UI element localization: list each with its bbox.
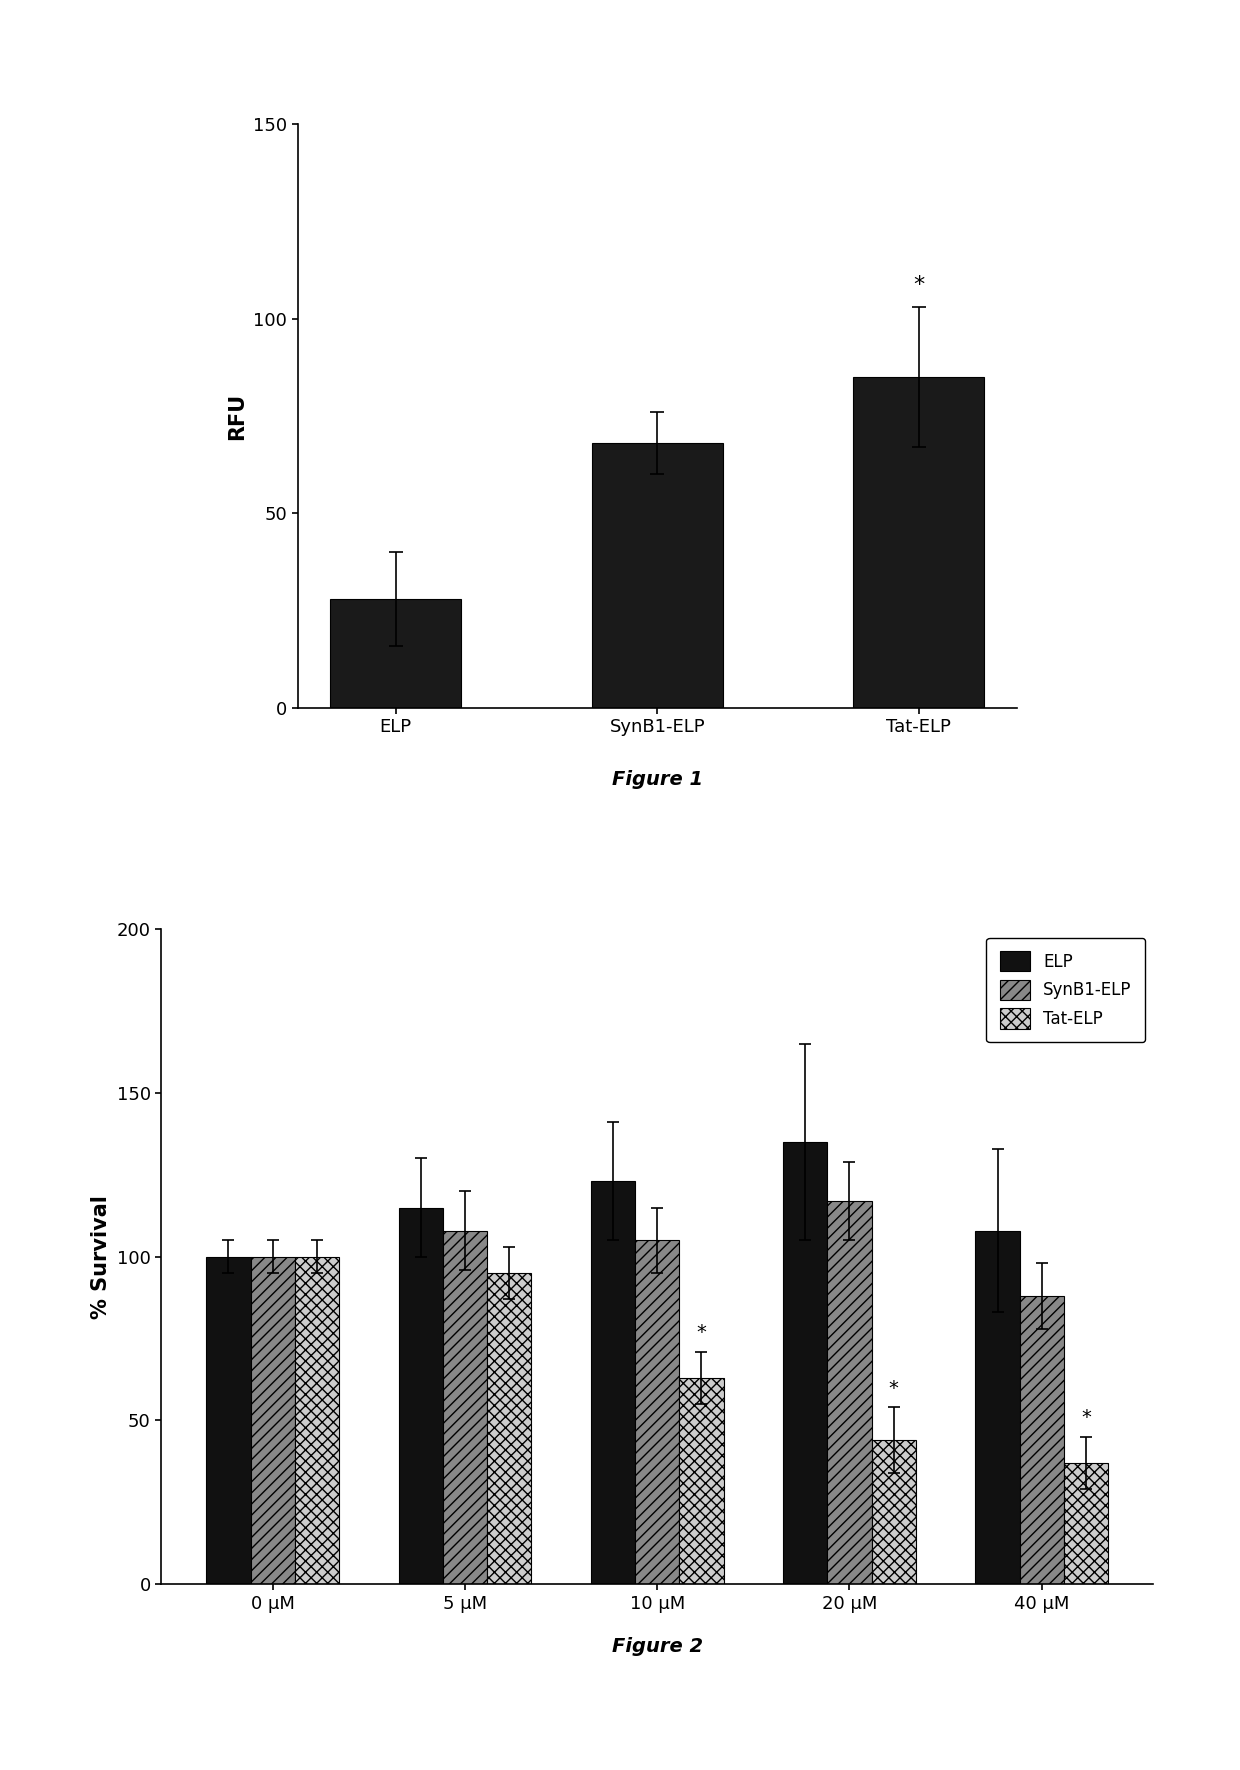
Y-axis label: % Survival: % Survival [91,1195,112,1319]
Bar [976,1230,1019,1584]
Bar [443,1230,487,1584]
Y-axis label: RFU: RFU [227,393,248,439]
Text: *: * [889,1379,899,1398]
Bar [872,1441,916,1584]
Bar [680,1377,723,1584]
Text: Figure 2: Figure 2 [611,1637,703,1657]
Bar [398,1207,443,1584]
Bar [591,1181,635,1584]
Bar [784,1142,827,1584]
Bar [591,442,723,708]
Text: *: * [697,1322,707,1342]
Text: *: * [1081,1407,1091,1427]
Bar [487,1273,531,1584]
Bar [330,598,461,708]
Bar [1019,1296,1064,1584]
Text: Figure 1: Figure 1 [611,770,703,789]
Bar [827,1202,872,1584]
Text: *: * [913,276,924,296]
Bar [206,1257,250,1584]
Bar [250,1257,295,1584]
Legend: ELP, SynB1-ELP, Tat-ELP: ELP, SynB1-ELP, Tat-ELP [986,938,1145,1043]
Bar [295,1257,339,1584]
Bar [853,377,985,708]
Bar [1064,1464,1109,1584]
Bar [635,1241,680,1584]
